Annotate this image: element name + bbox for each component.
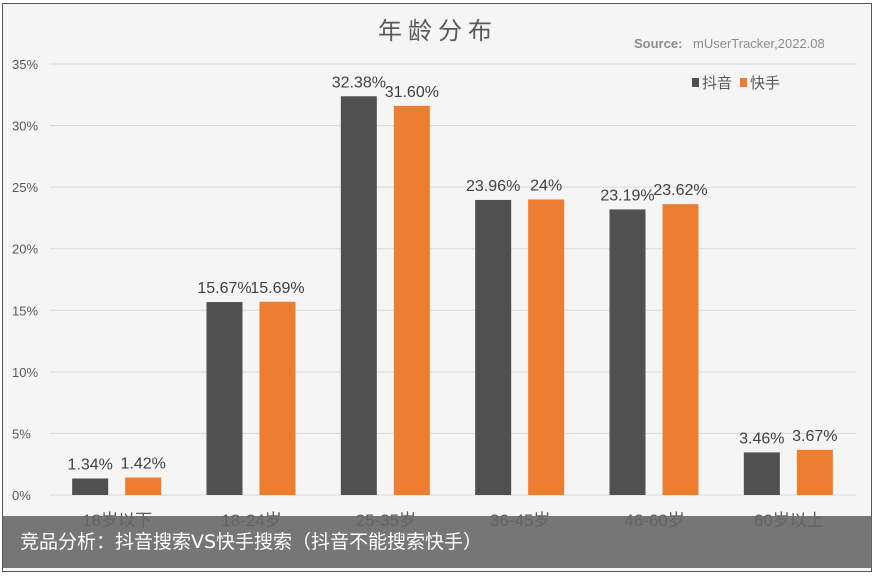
- legend-swatch: [692, 78, 699, 87]
- chart-frame: [2, 3, 872, 572]
- data-label: 1.34%: [67, 456, 112, 473]
- legend-swatch: [740, 78, 747, 87]
- data-label: 1.42%: [120, 456, 165, 473]
- data-label: 24%: [530, 177, 562, 194]
- data-label: 23.96%: [466, 178, 520, 195]
- bar: [125, 477, 162, 495]
- data-label: 23.62%: [653, 182, 707, 199]
- bar: [393, 105, 430, 496]
- bar: [609, 209, 646, 496]
- y-tick-label: 5%: [12, 426, 31, 441]
- y-tick-label: 15%: [12, 303, 38, 318]
- bar: [259, 301, 296, 495]
- data-label: 15.69%: [250, 280, 304, 297]
- chart-title: 年龄分布: [378, 18, 498, 45]
- y-tick-label: 30%: [12, 119, 38, 134]
- source-value: mUserTracker,2022.08: [693, 36, 825, 51]
- y-tick-label: 0%: [12, 488, 31, 503]
- y-tick-label: 10%: [12, 365, 38, 380]
- data-label: 15.67%: [197, 280, 251, 297]
- bar: [528, 199, 565, 495]
- bar: [475, 199, 512, 495]
- source-label: Source:: [634, 36, 682, 51]
- caption-overlay: 竞品分析：抖音搜索VS快手搜索（抖音不能搜索快手）: [3, 516, 872, 568]
- bar: [340, 96, 377, 495]
- bar: [72, 478, 109, 495]
- bar: [662, 204, 699, 495]
- bar: [743, 452, 780, 495]
- y-tick-label: 35%: [12, 57, 38, 72]
- legend-label: 抖音: [702, 75, 732, 92]
- legend-label: 快手: [750, 75, 780, 92]
- bar: [796, 449, 833, 495]
- y-tick-label: 25%: [12, 180, 38, 195]
- bar: [206, 302, 243, 495]
- data-label: 31.60%: [385, 84, 439, 101]
- data-label: 3.46%: [739, 430, 784, 447]
- data-label: 32.38%: [332, 74, 386, 91]
- data-label: 23.19%: [600, 187, 654, 204]
- y-tick-label: 20%: [12, 242, 38, 257]
- data-label: 3.67%: [792, 428, 837, 445]
